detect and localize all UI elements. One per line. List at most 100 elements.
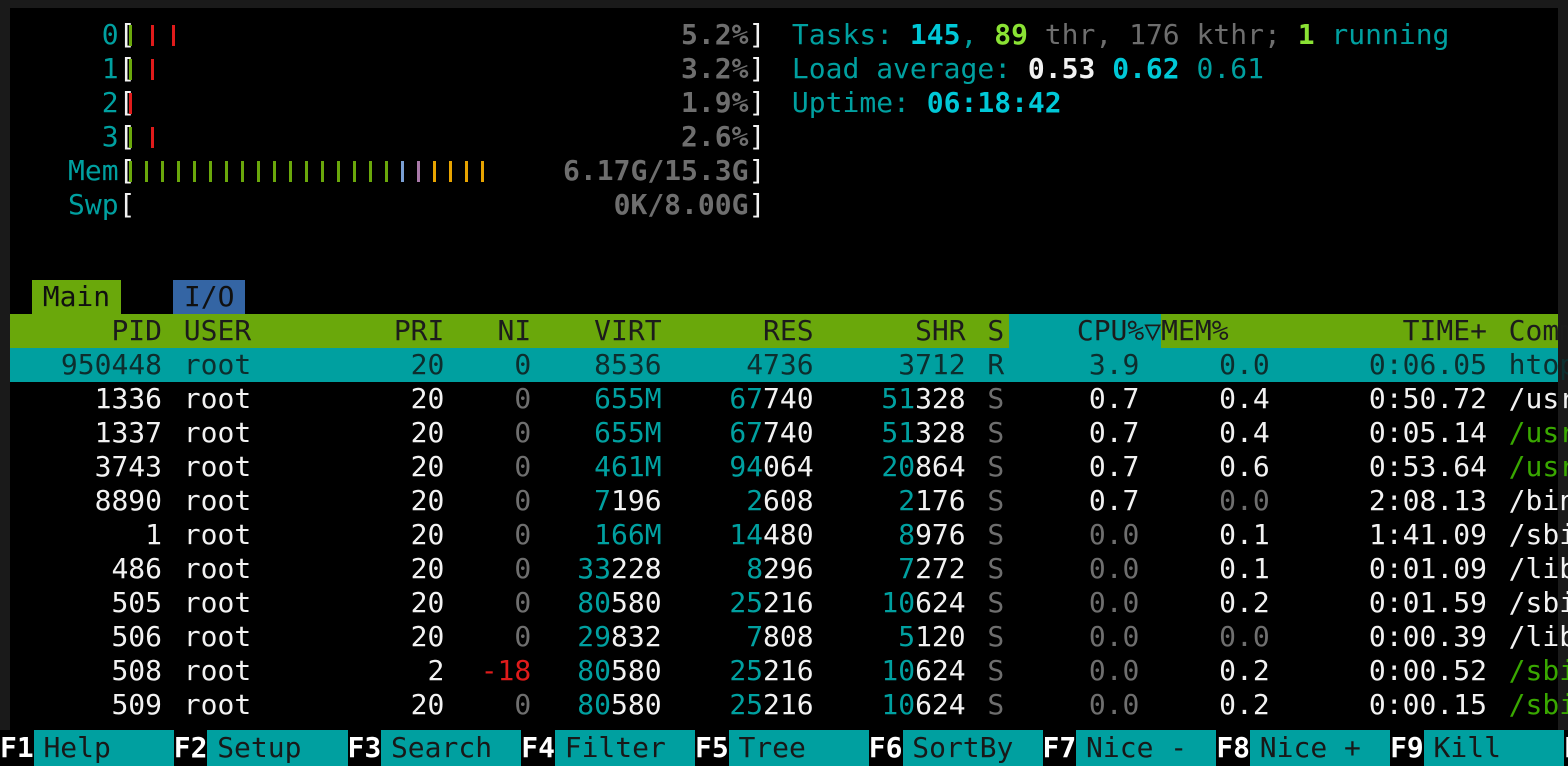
column-header-shr[interactable]: SHR [915,314,966,347]
tasks-summary: Tasks: 145, 89 thr, 176 kthr; 1 running [792,18,1568,52]
cell-time: 0:53.64 [1368,450,1487,483]
cell-shr: 51328 [814,382,965,416]
value-high-order: 7 [898,552,916,585]
table-row[interactable]: 505 root 20 0 80580 25216 10624 S 0.0 0.2 0:01.59/… [10,586,1568,620]
function-key-f5[interactable]: F5 [695,730,729,766]
table-row[interactable]: 1root200166M144808976S0.00.11:41.09/sbin… [10,518,1568,552]
value-high-order: 8 [898,518,916,551]
column-header-time[interactable]: TIME+ [1402,314,1487,347]
function-key-f8[interactable]: F8 [1216,730,1251,766]
mem-meter-tick [401,161,404,182]
mem-meter-text: 6.17G/15.3G [563,154,749,187]
function-key-f3[interactable]: F3 [347,730,382,766]
cell-virt: 7196 [531,484,661,518]
cell-pid: 1 [145,518,163,551]
table-row[interactable]: 3743 root 20 0 461M 94064 20864 S 0.7 0.6 0:53.64/… [10,450,1568,484]
function-key-f6[interactable]: F6 [868,730,903,766]
mem-meter-tick [209,161,212,182]
table-row[interactable]: 1336 root 20 0 655M 67740 51328 S 0.7 0.4 0:50.72/… [10,382,1568,416]
cell-pid: 506 [111,620,163,653]
cell-pri: 20 [410,484,445,517]
function-label-kill[interactable]: Kill [1433,730,1535,766]
value-low-order: 580 [611,688,662,721]
function-key-bar[interactable]: F1 Help F2 Setup F3 Search F4 Filter F5 Tree F6… [0,730,1568,766]
function-key-f9[interactable]: F9 [1390,730,1424,766]
value-high-order: 7 [746,620,764,653]
column-header-mem[interactable]: MEM% [1161,314,1229,347]
mem-meter-tick [449,161,452,182]
function-key-f1[interactable]: F1 [0,730,34,766]
function-key-f7[interactable]: F7 [1042,730,1077,766]
function-label-filter[interactable]: Filter [564,730,666,766]
cell-time: 0:05.14 [1368,416,1487,449]
tasks-thread-count: 89 [994,18,1028,51]
table-row[interactable]: 506 root 20 0 29832 7808 5120 S 0.0 0.0 0:00.39/li… [10,620,1568,654]
text: , [960,18,978,51]
function-label-setup[interactable]: Setup [217,730,319,766]
cell-pri: 20 [410,348,445,381]
cell-shr: 5120 [814,620,966,654]
mem-meter-tick [417,161,420,182]
column-header-pri[interactable]: PRI [393,314,445,347]
function-label-nice-[interactable]: Nice + [1259,730,1361,766]
cell-state: S [987,416,1005,449]
cell-command: /sbin/dmeventd -f [1508,688,1568,721]
function-key-f2[interactable]: F2 [173,730,208,766]
function-key-f4[interactable]: F4 [521,730,555,766]
value-high-order: 20 [881,450,916,483]
table-row[interactable]: 8890 root 20 0 7196 2608 2176 S 0.7 0.0 2:08.13/bi… [10,484,1568,518]
column-header-virt[interactable]: VIRT [594,314,662,347]
value-high-order: 7 [594,484,611,517]
htop-terminal[interactable]: 0[5.2%] 1[3.2%] 2[1.9%] 3[2.6%] Mem[6.17G/15… [10,8,1568,758]
function-label-nice-[interactable]: Nice - [1086,730,1188,766]
table-row[interactable]: 950448 root 20 0 8536 4736 3712 R 3.9 0.0 0:06.05 h… [10,348,1568,382]
cpu-meter-3: 3[2.6%] [10,120,1558,154]
column-header-ni[interactable]: NI [497,314,532,347]
column-header-cpu-sorted[interactable]: CPU%▽ [1009,314,1162,348]
cell-res: 2608 [662,484,813,518]
cell-user: root [183,382,252,415]
table-row[interactable]: 508 root 2 -18 80580 25216 10624 S 0.0 0.2 0:00.52… [10,654,1568,688]
text [1112,18,1129,51]
value-low-order: 536 [611,348,662,381]
table-row[interactable]: 486 root 20 0 33228 8296 7272 S 0.0 0.1 0:01.09/li… [10,552,1568,586]
function-label-sortby[interactable]: SortBy [912,730,1014,766]
function-label-tree[interactable]: Tree [738,730,840,766]
function-label-search[interactable]: Search [390,730,493,766]
mem-meter-tick [353,161,356,182]
tab-strip[interactable]: Main I/O [10,280,1558,314]
value-high-order: 94 [729,450,764,483]
meter-bracket-close: ] [748,154,766,187]
value-low-order: 120 [915,620,966,653]
table-row[interactable]: 1337 root 20 0 655M 67740 51328 S 0.7 0.4 0:05.14/… [10,416,1568,450]
cell-shr: 20864 [814,450,965,484]
value-high-order: 2 [746,484,764,517]
cell-pid: 505 [111,586,163,619]
value-high-order: 51 [881,416,916,449]
column-header-user[interactable]: USER [183,314,252,347]
tasks-total: 145 [909,18,961,51]
function-key-f10[interactable]: F10 [1563,730,1568,766]
swp-meter: Swp[0K/8.00G] [10,188,1558,222]
uptime-summary: Uptime: 06:18:42 [792,86,1568,120]
cpu-meter-tick [150,25,154,46]
function-label-help[interactable]: Help [43,730,145,766]
cell-ni: 0 [514,348,532,381]
tab-main[interactable]: Main [31,280,122,314]
cell-mem-percent: 0.2 [1219,586,1270,619]
column-header-pid[interactable]: PID [111,314,163,347]
cell-res: 67740 [662,416,813,450]
cell-pid: 3743 [94,450,163,483]
table-column-header[interactable]: PID USER PRI NI VIRT RES SHR S CPU%▽ MEM% TIME+ Com… [10,314,1568,348]
table-row[interactable]: 509 root 20 0 80580 25216 10624 S 0.0 0.2 0:00.15/… [10,688,1568,722]
meter-bracket-close: ] [748,120,766,153]
column-header-res[interactable]: RES [763,314,814,347]
value-high-order: 4 [746,348,764,381]
column-header-command[interactable]: Command [1508,314,1568,347]
cell-user: root [183,552,252,585]
value-low-order: 736 [763,348,814,381]
text [1028,18,1045,51]
tab-i-o[interactable]: I/O [172,280,246,314]
cell-virt: 33228 [531,552,661,586]
column-header-state[interactable]: S [987,314,1005,347]
